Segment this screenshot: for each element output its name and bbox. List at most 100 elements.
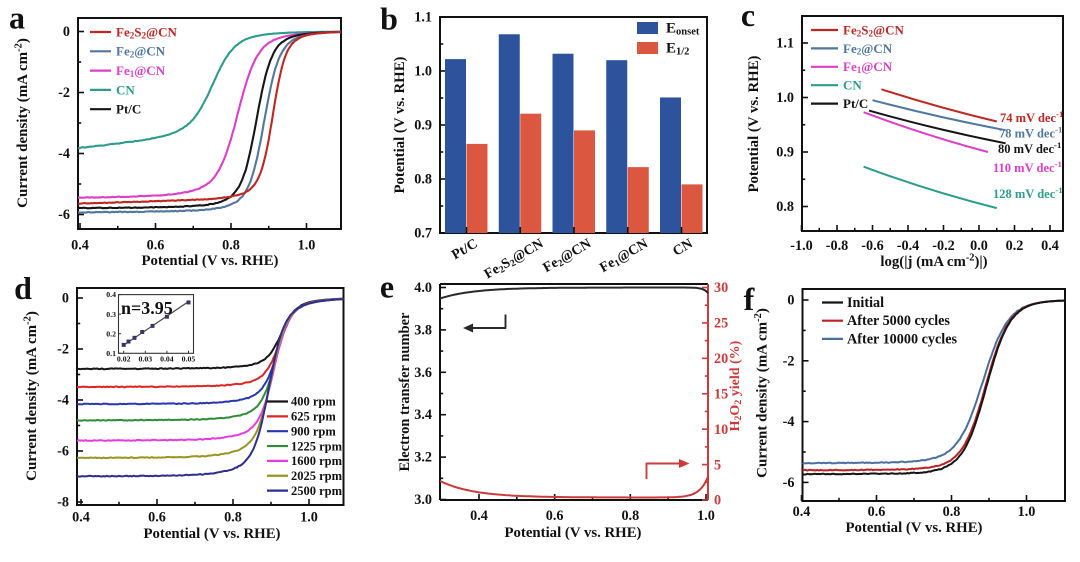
svg-text:0.04: 0.04 (160, 354, 174, 363)
svg-text:0.0: 0.0 (970, 238, 988, 254)
svg-text:CN: CN (843, 78, 862, 93)
svg-text:Fe2​@CN: Fe2​@CN (843, 41, 893, 57)
svg-text:0: 0 (63, 24, 70, 40)
svg-text:0.9: 0.9 (776, 145, 794, 161)
svg-text:d: d (14, 270, 32, 306)
svg-text:400 rpm: 400 rpm (291, 395, 336, 409)
svg-text:0.7: 0.7 (414, 226, 432, 242)
svg-text:0: 0 (787, 293, 794, 309)
svg-text:n=3.95: n=3.95 (121, 298, 173, 318)
svg-text:1.0: 1.0 (697, 508, 715, 524)
svg-text:0.4: 0.4 (470, 508, 488, 524)
svg-text:30: 30 (714, 280, 728, 296)
svg-text:Potential (V vs. RHE): Potential (V vs. RHE) (143, 526, 280, 542)
svg-text:1.1: 1.1 (776, 36, 794, 52)
svg-text:1600 rpm: 1600 rpm (291, 454, 343, 468)
svg-text:0.2: 0.2 (1006, 238, 1024, 254)
svg-text:15: 15 (714, 386, 728, 402)
svg-text:0.4: 0.4 (71, 238, 89, 254)
svg-text:Potential (V vs. RHE): Potential (V vs. RHE) (504, 525, 641, 541)
svg-text:0.8: 0.8 (943, 504, 961, 520)
svg-text:3.4: 3.4 (414, 407, 432, 423)
svg-text:80 mV dec-1​: 80 mV dec-1​ (998, 140, 1061, 156)
svg-text:0.02: 0.02 (117, 354, 131, 363)
svg-text:-2: -2 (783, 353, 795, 369)
svg-text:1.0: 1.0 (414, 64, 432, 80)
svg-text:0.2: 0.2 (106, 329, 116, 338)
svg-text:0.3: 0.3 (106, 310, 116, 319)
svg-text:0.8: 0.8 (222, 238, 240, 254)
svg-text:0.6: 0.6 (148, 510, 166, 526)
svg-text:-2: -2 (57, 342, 69, 358)
svg-text:e: e (380, 269, 394, 305)
svg-text:20: 20 (714, 351, 728, 367)
svg-text:Fe2​S2​@CN: Fe2​S2​@CN (843, 22, 905, 38)
svg-text:After 5000 cycles: After 5000 cycles (847, 313, 950, 329)
svg-text:0.4: 0.4 (106, 290, 116, 299)
svg-text:0: 0 (714, 493, 721, 509)
svg-text:Current density (mA cm-2​): Current density (mA cm-2​) (753, 308, 771, 478)
svg-text:Initial: Initial (847, 295, 884, 311)
svg-text:0: 0 (62, 291, 69, 307)
svg-text:74 mV dec-1​: 74 mV dec-1​ (1000, 109, 1063, 125)
svg-text:-6: -6 (58, 207, 70, 223)
svg-text:0.8: 0.8 (414, 172, 432, 188)
svg-text:0.4: 0.4 (72, 510, 90, 526)
svg-text:1.0: 1.0 (776, 90, 794, 106)
svg-text:25: 25 (714, 316, 728, 332)
svg-text:0.6: 0.6 (147, 238, 165, 254)
svg-text:0.6: 0.6 (546, 508, 564, 524)
svg-text:2500 rpm: 2500 rpm (291, 484, 343, 498)
svg-text:b: b (380, 1, 398, 37)
svg-text:1.0: 1.0 (298, 238, 316, 254)
svg-text:-0.2: -0.2 (932, 238, 954, 254)
svg-text:Fe1​@CN: Fe1​@CN (116, 63, 166, 79)
svg-text:-6: -6 (783, 475, 795, 491)
svg-text:0.8: 0.8 (776, 199, 794, 215)
svg-text:1.0: 1.0 (1018, 504, 1036, 520)
svg-text:625 rpm: 625 rpm (291, 410, 336, 424)
svg-text:Fe2​S2​@CN: Fe2​S2​@CN (116, 24, 178, 40)
svg-text:-4: -4 (58, 146, 70, 162)
svg-text:CN: CN (116, 82, 135, 97)
svg-text:Pt/C: Pt/C (843, 96, 868, 111)
svg-text:-8: -8 (57, 495, 69, 511)
svg-text:After 10000 cycles: After 10000 cycles (847, 331, 958, 347)
svg-text:0.4: 0.4 (1041, 238, 1059, 254)
svg-text:78 mV dec-1​: 78 mV dec-1​ (999, 125, 1062, 141)
svg-text:Current density (mA cm-2​): Current density (mA cm-2​) (22, 311, 40, 481)
svg-text:110 mV dec-1​: 110 mV dec-1​ (993, 159, 1062, 175)
svg-text:5: 5 (714, 457, 721, 473)
svg-text:-0.6: -0.6 (861, 238, 883, 254)
svg-text:-6: -6 (57, 444, 69, 460)
svg-text:0.8: 0.8 (621, 508, 639, 524)
svg-text:0.6: 0.6 (868, 504, 886, 520)
svg-text:Fe2​@CN: Fe2​@CN (116, 44, 166, 60)
svg-text:Pt/C: Pt/C (116, 102, 141, 117)
svg-text:2025 rpm: 2025 rpm (291, 469, 343, 483)
svg-text:3.6: 3.6 (414, 365, 432, 381)
svg-text:c: c (741, 0, 755, 33)
svg-text:Current density (mA cm-2​): Current density (mA cm-2​) (13, 38, 31, 208)
svg-text:-0.4: -0.4 (897, 238, 919, 254)
svg-text:1225 rpm: 1225 rpm (291, 439, 343, 453)
svg-text:-0.8: -0.8 (826, 238, 848, 254)
svg-text:0.9: 0.9 (414, 118, 432, 134)
svg-text:Electron transfer number: Electron transfer number (397, 312, 413, 472)
svg-text:0.1: 0.1 (106, 349, 116, 358)
svg-text:Fe1​@CN: Fe1​@CN (843, 59, 893, 75)
svg-text:-4: -4 (783, 414, 795, 430)
svg-text:3.8: 3.8 (414, 322, 432, 338)
svg-text:log(|j (mA cm-2​)|): log(|j (mA cm-2​)|) (880, 252, 987, 270)
svg-text:0.05: 0.05 (182, 354, 196, 363)
svg-text:900 rpm: 900 rpm (291, 424, 336, 438)
svg-text:Potential (V vs. RHE): Potential (V vs. RHE) (141, 253, 278, 269)
svg-text:H2​O2​ yield (%): H2​O2​ yield (%) (728, 340, 744, 431)
svg-text:a: a (9, 0, 25, 36)
svg-text:-1.0: -1.0 (790, 238, 812, 254)
svg-text:0.03: 0.03 (138, 354, 152, 363)
svg-text:3.2: 3.2 (414, 450, 432, 466)
svg-text:f: f (744, 281, 755, 317)
svg-text:10: 10 (714, 422, 728, 438)
svg-text:Potential (V vs. RHE): Potential (V vs. RHE) (392, 56, 408, 193)
